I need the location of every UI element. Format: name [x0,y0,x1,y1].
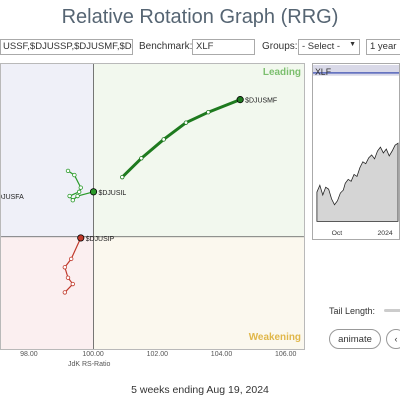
mini-chart-area [316,142,399,222]
groups-select-value: - Select - [302,41,341,52]
series-point-djusip-1 [70,281,75,287]
quadrant-label-leading: Leading [263,67,301,78]
series-point-djusil-2 [78,185,83,190]
series-point-djusmf-4 [206,110,211,115]
animate-button[interactable]: animate [329,329,381,349]
period-caption: 5 weeks ending Aug 19, 2024 [131,384,269,396]
quadrant-leading [93,64,304,237]
x-tick-label: 100.00 [82,351,104,358]
mini-chart-xlabel-0: Oct [332,230,343,237]
series-label-djusmf: $DJUSMF [245,98,277,105]
groups-select[interactable]: - Select - ▼ [298,39,360,55]
x-tick-label: 102.00 [146,351,169,358]
tail-length-label: Tail Length: [329,306,376,316]
benchmark-label: Benchmark: [139,41,193,52]
benchmark-input[interactable]: XLF [192,39,255,55]
rrg-plot[interactable]: Leading Weakening $DJUSMF$DJUSIL$DJUSIP$… [0,63,305,350]
series-point-djusip-5 [77,234,85,242]
period-select[interactable]: 1 year [366,39,400,55]
series-layer: $DJUSMF $DJUSIL $DJUSIP $DJUSFA [0,96,277,295]
series-point-djusil-1 [72,172,77,178]
series-point-djusil-3 [76,189,82,195]
series-label-djusip: $DJUSIP [86,236,115,243]
series-point-djusip-2 [65,275,71,280]
series-point-djusmf-2 [161,137,166,142]
quadrant-lagging [1,236,94,349]
x-tick-label: 106.00 [275,351,297,358]
page-title: Relative Rotation Graph (RRG) [61,6,339,28]
x-tick-row: 98.00 100.00 102.00 104.00 106.00 [0,351,305,363]
x-tick-label: 104.00 [210,351,233,358]
chevron-down-icon: ▼ [349,41,356,48]
step-back-button[interactable]: ‹ [386,329,400,349]
series-point-djusmf-1 [139,156,144,161]
series-point-djusil-7 [89,188,98,196]
series-label-djusfa: $DJUSFA [0,194,24,201]
series-point-djusil-4 [67,193,72,199]
series-point-djusil-5 [70,198,75,203]
series-point-djusil-6 [75,193,80,199]
controls-bar: USSF,$DJUSSP,$DJUSMF,$DJ Benchmark: XLF … [0,38,400,58]
series-point-djusip-0 [62,290,68,295]
mini-chart-xlabel-1: 2024 [378,230,393,237]
series-tail-djusmf [121,98,241,179]
x-axis-label: JdK RS-Ratio [68,361,111,368]
quadrant-label-weakening: Weakening [249,332,301,343]
series-point-djusil-0 [65,168,71,174]
period-select-value: 1 year [370,41,397,52]
symbols-input[interactable]: USSF,$DJUSSP,$DJUSMF,$DJ [0,39,133,55]
series-point-djusmf-5 [236,96,244,104]
groups-label: Groups: [262,41,298,52]
quadrant-improving [1,64,94,237]
series-point-djusmf-3 [183,120,189,125]
mini-chart-symbol: XLF [315,67,332,77]
series-point-djusip-3 [62,265,68,270]
quadrant-weakening [93,236,304,349]
tail-length-slider[interactable] [384,309,400,312]
series-point-djusip-4 [69,256,74,262]
mini-chart-header [313,65,399,76]
x-tick-label: 98.00 [20,351,38,358]
series-point-djusmf-0 [120,174,125,180]
benchmark-mini-chart: XLF Oct 2024 [312,63,400,240]
series-label-djusil: $DJUSIL [98,190,126,197]
